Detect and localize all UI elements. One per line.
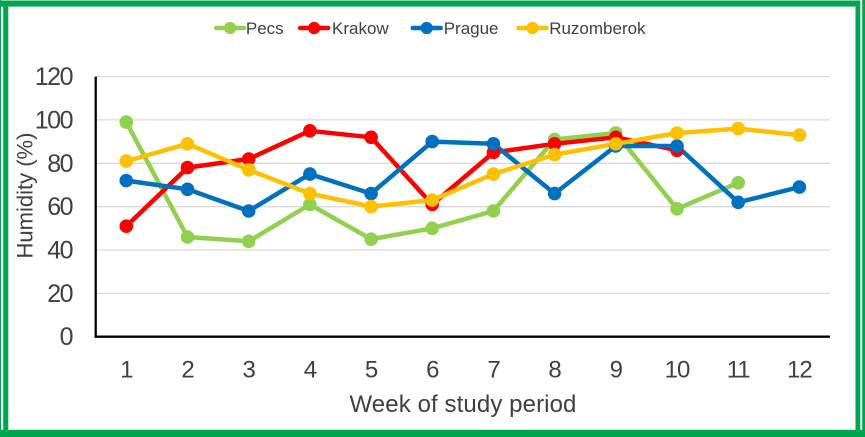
svg-text:6: 6 [426,357,439,384]
svg-text:1: 1 [120,357,133,384]
svg-text:Week of study period: Week of study period [349,391,576,418]
svg-text:8: 8 [548,357,561,384]
svg-text:Ruzomberok: Ruzomberok [549,19,646,38]
svg-text:100: 100 [35,106,73,134]
svg-text:40: 40 [47,237,72,265]
svg-text:Krakow: Krakow [332,19,389,38]
svg-text:5: 5 [365,357,378,384]
svg-text:Humidity (%): Humidity (%) [13,133,38,259]
svg-text:7: 7 [487,357,500,384]
svg-text:80: 80 [47,150,72,178]
svg-text:Prague: Prague [444,19,499,38]
svg-text:9: 9 [610,357,623,384]
svg-text:3: 3 [243,357,256,384]
svg-text:11: 11 [727,357,751,384]
svg-text:Pecs: Pecs [246,19,284,38]
svg-text:0: 0 [60,323,73,351]
svg-text:20: 20 [47,280,72,308]
svg-text:10: 10 [665,357,690,384]
svg-text:12: 12 [787,357,812,384]
svg-text:4: 4 [304,357,317,384]
svg-text:60: 60 [47,193,72,221]
svg-text:120: 120 [35,63,73,91]
svg-text:2: 2 [181,357,194,384]
